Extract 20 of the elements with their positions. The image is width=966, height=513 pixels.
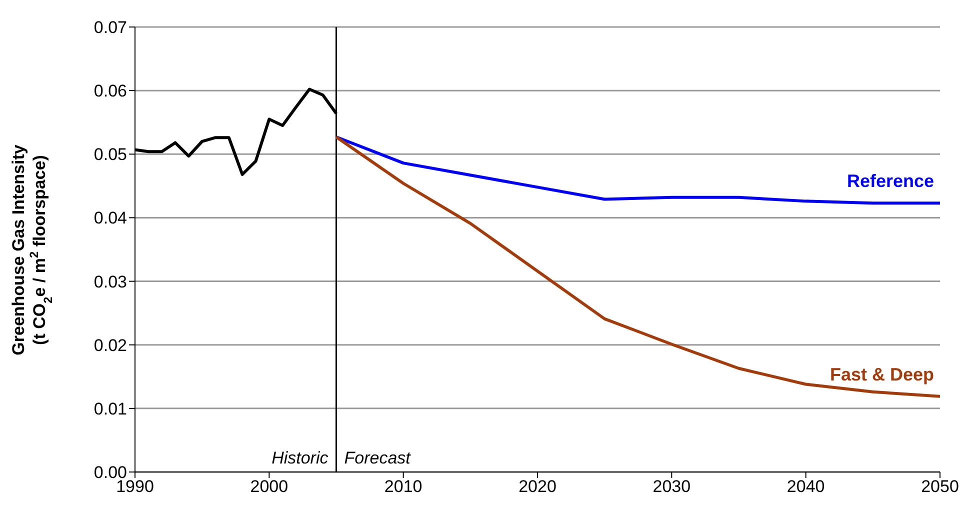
- series-label: Reference: [846, 171, 934, 192]
- x-tick-label: 2000: [250, 477, 288, 496]
- y-tick-label: 0.06: [94, 82, 127, 101]
- annotation: Forecast: [344, 448, 412, 468]
- x-tick-label: 2030: [652, 477, 691, 496]
- annotation: Historic: [272, 448, 329, 468]
- series-label: Fast & Deep: [830, 364, 934, 384]
- x-tick-label: 2010: [384, 477, 422, 496]
- x-tick-label: 1990: [116, 477, 154, 496]
- y-tick-label: 0.04: [94, 208, 127, 228]
- y-tick-label: 0.03: [94, 272, 127, 292]
- line-series: [334, 135, 940, 398]
- y-tick-label: 0.01: [94, 399, 127, 418]
- line-series: [334, 135, 940, 205]
- y-tick-label: 0.05: [94, 145, 127, 164]
- x-tick-label: 2050: [921, 477, 959, 496]
- x-tick-label: 2040: [786, 477, 825, 496]
- x-tick-label: 2020: [518, 477, 556, 496]
- y-tick-label: 0.07: [94, 18, 127, 38]
- y-tick-label: 0.02: [94, 336, 127, 355]
